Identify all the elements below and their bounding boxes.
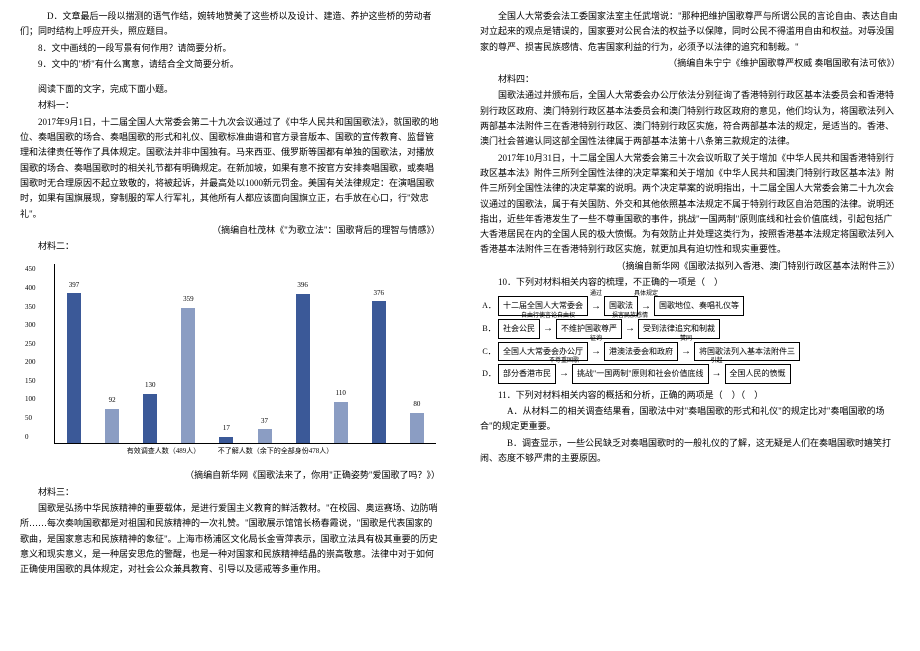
- diagram-box: 国歌地位、奏唱礼仪等: [654, 296, 744, 316]
- right-p1: 全国人大常委会法工委国家法室主任武增说："那种把维护国歌尊严与所谓公民的言论自由…: [480, 9, 900, 55]
- diagram-box: 部分香港市民: [498, 364, 556, 384]
- arrow-icon: 征询→: [591, 343, 601, 360]
- material-1-source: （摘编自杜茂林《"为歌立法"：国歌背后的理智与情感》）: [20, 223, 440, 238]
- chart-caption-right: 不了解人数（余下的全部身份478人）: [218, 447, 334, 455]
- bar-group: 396: [284, 280, 322, 443]
- bar-group: 80: [398, 399, 436, 443]
- option-d: D．文章最后一段以揣测的语气作结，婉转地赞美了这些桥以及设计、建造、养护这些桥的…: [20, 9, 440, 40]
- arrow-icon: 赞同→: [681, 343, 691, 360]
- bar-group: 359: [169, 294, 207, 444]
- right-column: 全国人大常委会法工委国家法室主任武增说："那种把维护国歌尊严与所谓公民的言论自由…: [460, 0, 920, 651]
- arrow-icon: 损害民族感情→: [625, 320, 635, 337]
- arrow-icon: 引起→: [712, 365, 722, 382]
- diagram-box: 港澳法委会和政府: [604, 342, 678, 362]
- diagram-row-c: C．全国人大常委会办公厅征询→港澳法委会和政府赞同→将国歌法列入基本法附件三: [480, 342, 900, 362]
- material-2-label: 材料二：: [20, 239, 440, 254]
- question-11: 11．下列对材料相关内容的概括和分析，正确的两项是（ ）（ ）: [480, 388, 900, 403]
- material-2-source: （摘编自新华网《国歌法来了，你用"正确姿势"爱国歌了吗？》）: [20, 468, 440, 483]
- bar-group: 130: [131, 380, 169, 443]
- bar-group: 92: [93, 395, 131, 444]
- right-p1-source: （摘编自朱宁宁《维护国歌尊严权威 奏唱国歌有法可依》）: [480, 56, 900, 71]
- answer-diagram: A．十二届全国人大常委会通过→国歌法具体规定→国歌地位、奏唱礼仪等B．社会公民自…: [480, 296, 900, 383]
- bar-group: 397: [55, 280, 93, 444]
- material-3-text: 国歌是弘扬中华民族精神的重要载体，是进行爱国主义教育的鲜活教材。"在校园、奥运赛…: [20, 501, 440, 577]
- material-4-label: 材料四：: [480, 72, 900, 87]
- material-4-p1: 国歌法通过并颁布后，全国人大常委会办公厅依法分别征询了香港特别行政区基本法委员会…: [480, 88, 900, 149]
- question-10: 10．下列对材料相关内容的梳理，不正确的一项是（ ）: [480, 275, 900, 290]
- reading-intro: 阅读下面的文字，完成下面小题。: [20, 82, 440, 97]
- material-4-source: （摘编自新华网《国歌法拟列入香港、澳门特别行政区基本法附件三》）: [480, 259, 900, 274]
- question-8: 8．文中画线的一段写景有何作用？请简要分析。: [20, 41, 440, 56]
- diagram-row-d: D．部分香港市民不尊重国歌→挑战"一国两制"原则和社会价值底线引起→全国人民的愤…: [480, 364, 900, 384]
- arrow-icon: 自由行使言论自由权→: [543, 320, 553, 337]
- diagram-box: 挑战"一国两制"原则和社会价值底线: [572, 364, 709, 384]
- diagram-box: 社会公民: [498, 319, 540, 339]
- bar-group: 110: [322, 388, 360, 443]
- question-9: 9．文中的"桥"有什么寓意，请结合全文简要分析。: [20, 57, 440, 72]
- bar-group: 37: [245, 416, 283, 444]
- survey-chart: 450400350300250200150100500 397921303591…: [20, 260, 440, 462]
- arrow-icon: 通过→: [591, 298, 601, 315]
- material-4-p2: 2017年10月31日，十二届全国人大常委会第三十次会议听取了关于增加《中华人民…: [480, 151, 900, 258]
- diagram-box: 全国人民的愤慨: [725, 364, 791, 384]
- material-1-text: 2017年9月1日，十二届全国人大常委会第二十九次会议通过了《中华人民共和国国歌…: [20, 115, 440, 222]
- material-3-label: 材料三：: [20, 485, 440, 500]
- arrow-icon: 不尊重国歌→: [559, 365, 569, 382]
- left-column: D．文章最后一段以揣测的语气作结，婉转地赞美了这些桥以及设计、建造、养护这些桥的…: [0, 0, 460, 651]
- option-b: B．调查显示，一些公民缺乏对奏唱国歌时的一般礼仪的了解，这无疑是人们在奏唱国歌时…: [480, 436, 900, 467]
- bar-group: 17: [207, 423, 245, 443]
- option-a: A．从材料二的相关调查结果看，国歌法中对"奏唱国歌的形式和礼仪"的规定比对"奏唱…: [480, 404, 900, 435]
- chart-caption-left: 有效调查人数（489人）: [127, 447, 201, 455]
- material-1-label: 材料一：: [20, 98, 440, 113]
- bar-group: 376: [360, 288, 398, 444]
